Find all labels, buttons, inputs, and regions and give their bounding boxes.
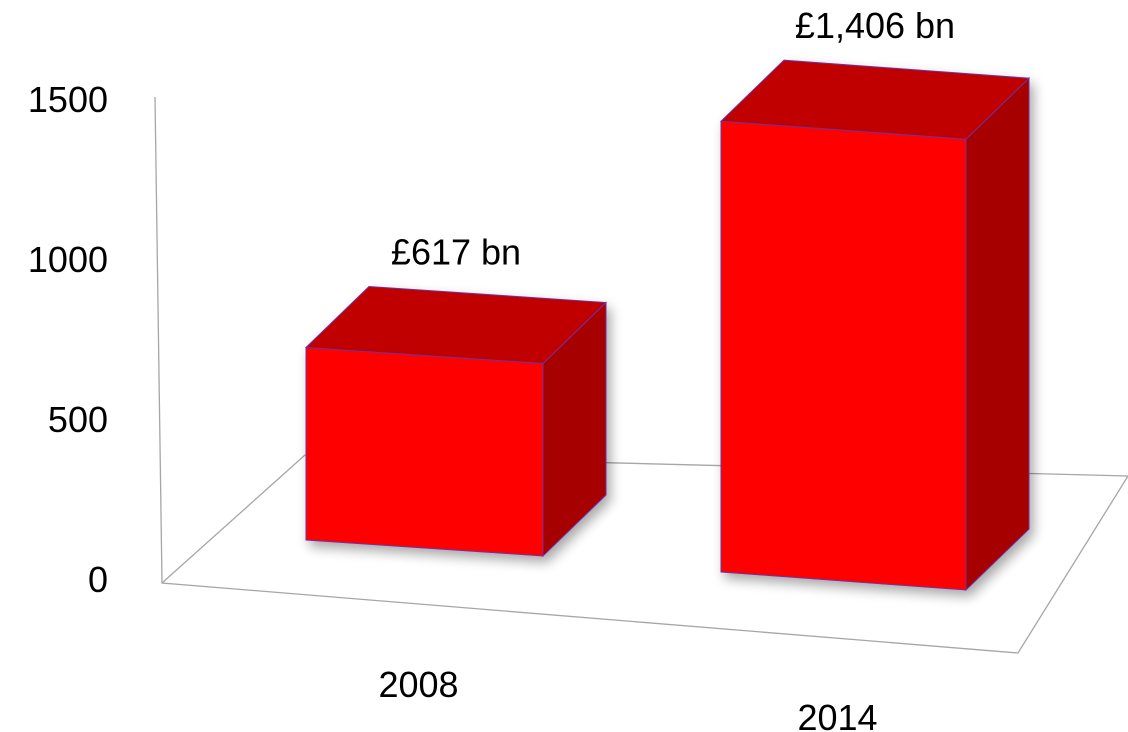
x-axis-categories: 2008 2014	[378, 664, 877, 732]
y-tick-label: 500	[48, 399, 108, 440]
data-label: £1,406 bn	[795, 5, 955, 46]
x-category-label: 2014	[797, 697, 877, 732]
y-axis-ticks: 0 500 1000 1500	[28, 79, 108, 600]
bar-2014	[719, 59, 1031, 592]
y-tick-label: 1500	[28, 79, 108, 120]
axis-floor-depth-line	[161, 454, 306, 584]
y-tick-label: 1000	[28, 239, 108, 280]
bar-side-face	[965, 77, 1030, 592]
y-tick-label: 0	[88, 559, 108, 600]
bar-front-face	[305, 346, 544, 557]
bars	[304, 59, 1031, 592]
data-labels: £617 bn £1,406 bn	[391, 5, 955, 272]
bar-2008	[304, 285, 608, 558]
bar-top-face	[719, 59, 1031, 140]
bar-front-face	[720, 120, 967, 591]
axis-floor-line	[154, 96, 1128, 654]
bar-top-face	[304, 285, 608, 365]
x-category-label: 2008	[378, 664, 458, 705]
data-label: £617 bn	[391, 232, 521, 273]
